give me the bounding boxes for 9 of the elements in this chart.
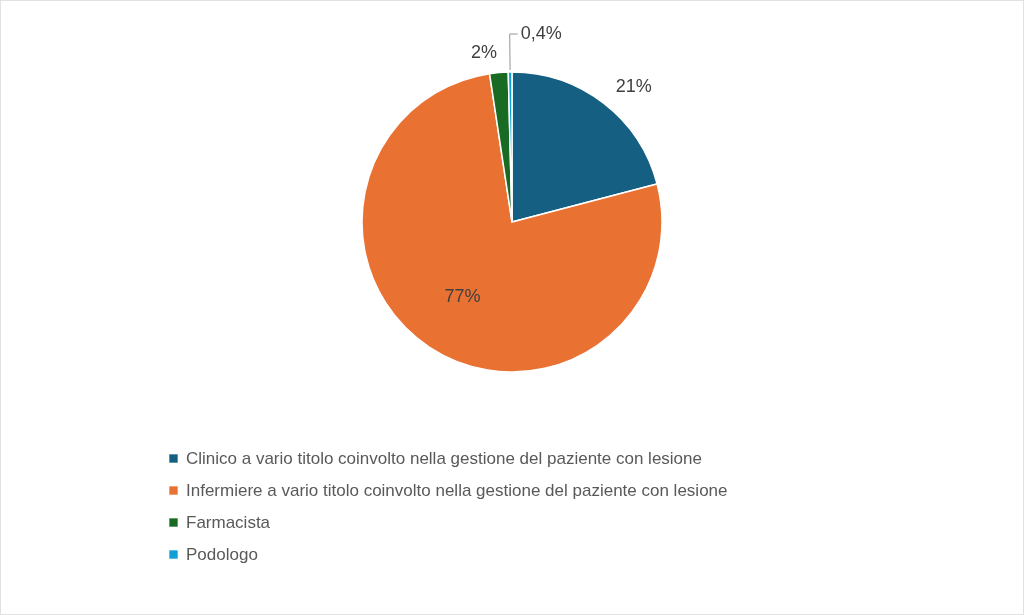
data-label: 21%	[615, 76, 652, 97]
data-label: 2%	[471, 41, 498, 62]
pie-slice	[361, 72, 663, 373]
legend-label: Clinico a vario titolo coinvolto nella gestione del paziente con lesione	[186, 448, 702, 468]
legend-label: Farmacista	[186, 512, 271, 532]
data-label: 0,4%	[520, 23, 562, 44]
legend-label: Podologo	[186, 544, 258, 564]
data-label: 77%	[444, 286, 481, 307]
legend-label: Infermiere a vario titolo coinvolto nella gestione del paziente con lesione	[186, 480, 728, 500]
